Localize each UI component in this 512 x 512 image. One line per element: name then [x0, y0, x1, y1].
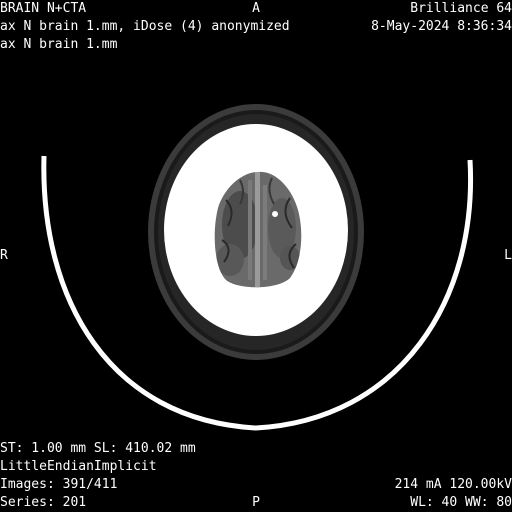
- orientation-bottom: P: [252, 495, 260, 510]
- orientation-top: A: [252, 1, 260, 16]
- acquisition-datetime: 8-May-2024 8:36:34: [371, 19, 512, 34]
- slice-thickness-location: ST: 1.00 mm SL: 410.02 mm: [0, 441, 196, 456]
- protocol-name: ax N brain 1.mm: [0, 37, 118, 52]
- window-level-width: WL: 40 WW: 80: [410, 495, 512, 510]
- image-counter: Images: 391/411: [0, 477, 118, 492]
- orientation-right: L: [504, 248, 512, 263]
- study-description: BRAIN N+CTA: [0, 1, 87, 16]
- exposure-parameters: 214 mA 120.00kV: [394, 477, 512, 492]
- brain-parenchyma: [214, 171, 302, 288]
- series-number: Series: 201: [0, 495, 87, 510]
- scanner-model: Brilliance 64: [410, 1, 512, 16]
- series-description: ax N brain 1.mm, iDose (4) anonymized: [0, 19, 290, 34]
- transfer-syntax: LittleEndianImplicit: [0, 459, 157, 474]
- orientation-left: R: [0, 248, 8, 263]
- head-holder: [41, 155, 474, 431]
